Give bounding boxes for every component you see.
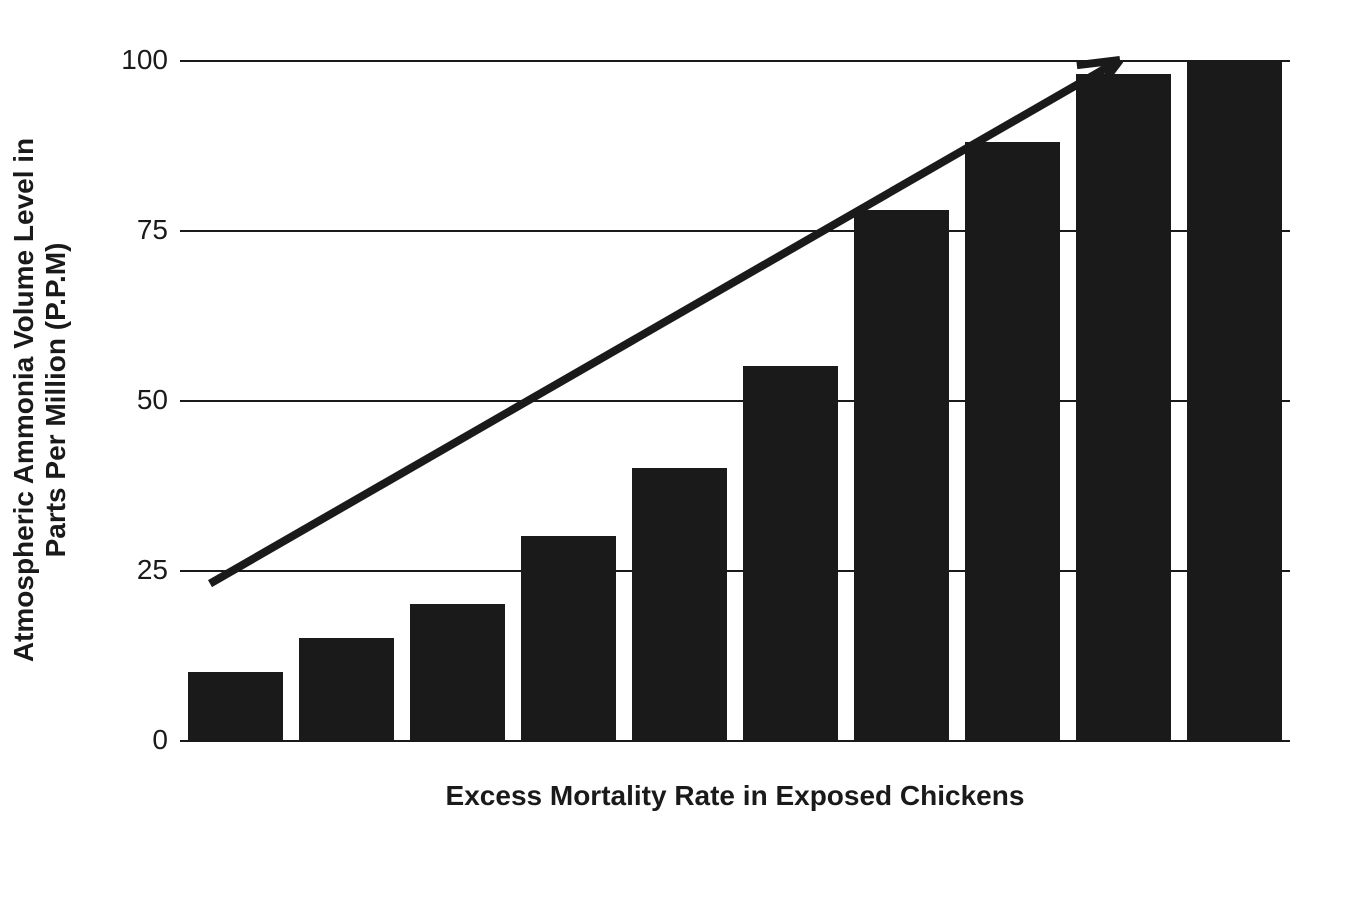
trend-arrow: [180, 60, 1290, 740]
chart-container: Atmospheric Ammonia Volume Level in Part…: [50, 40, 1306, 865]
y-tick-label: 75: [137, 214, 180, 246]
y-tick-label: 25: [137, 554, 180, 586]
y-axis-label: Atmospheric Ammonia Volume Level in Part…: [8, 138, 72, 662]
plot-area: 0255075100: [180, 60, 1290, 740]
y-axis-label-line2: Parts Per Million (P.P.M): [40, 243, 71, 558]
y-tick-label: 50: [137, 384, 180, 416]
y-axis-label-line1: Atmospheric Ammonia Volume Level in: [8, 138, 39, 662]
x-axis-label: Excess Mortality Rate in Exposed Chicken…: [180, 780, 1290, 812]
y-tick-label: 0: [152, 724, 180, 756]
y-tick-label: 100: [121, 44, 180, 76]
grid-line: [180, 740, 1290, 742]
